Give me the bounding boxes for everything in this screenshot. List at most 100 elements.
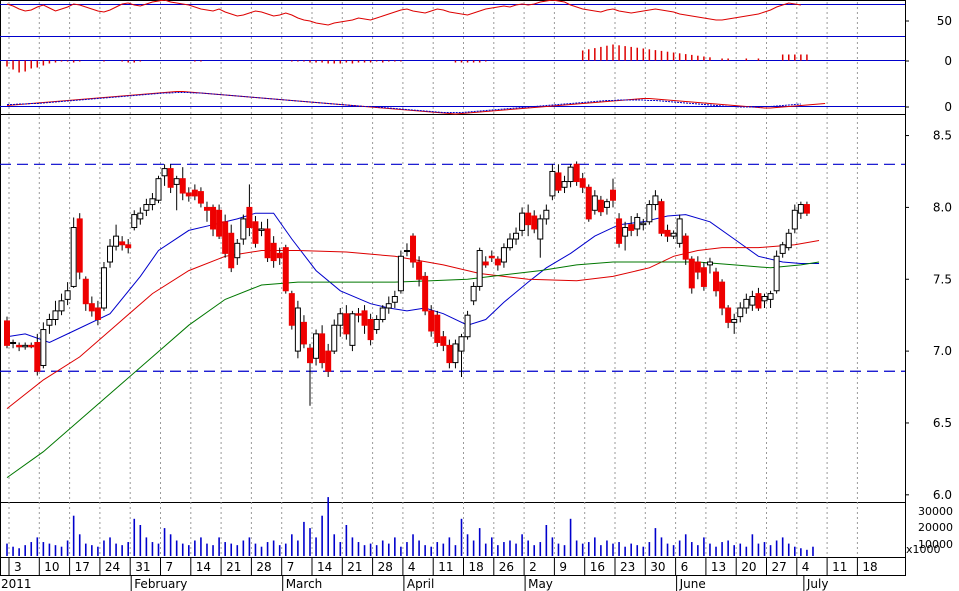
macd-tick-label: 0 — [944, 100, 952, 114]
candle-body — [149, 198, 156, 206]
candle-body — [749, 296, 756, 306]
candle-body — [40, 329, 47, 366]
day-tick-label: 11 — [832, 560, 847, 574]
macd-panel — [0, 91, 905, 115]
moving-average-line — [6, 212, 820, 344]
candle-body — [652, 195, 659, 206]
day-tick-label: 13 — [711, 560, 726, 574]
volume-tick-label: 30000 — [918, 505, 953, 518]
volume-tick-label: 20000 — [918, 521, 953, 534]
candle-body — [10, 341, 17, 344]
day-tick-label: 16 — [590, 560, 605, 574]
candle-body — [603, 201, 610, 208]
candle-body — [82, 278, 89, 305]
candle-body — [355, 313, 362, 316]
day-tick-label: 7 — [287, 560, 295, 574]
hist-tick-label: 0 — [944, 54, 952, 68]
day-tick-label: 17 — [75, 560, 90, 574]
candle-body — [258, 228, 265, 231]
candle-body — [143, 204, 150, 211]
day-tick-label: 28 — [256, 560, 271, 574]
candle-body — [767, 293, 774, 300]
price-tick-label: 6.5 — [933, 416, 952, 430]
candle-body — [610, 189, 616, 201]
day-tick-label: 18 — [862, 560, 877, 574]
candle-body — [713, 271, 720, 292]
candle-body — [803, 204, 810, 214]
candle-body — [385, 303, 392, 309]
candle-body — [270, 242, 277, 262]
candle-body — [555, 172, 562, 191]
candle-body — [773, 255, 780, 292]
candle-body — [458, 336, 465, 352]
candle-body — [313, 333, 320, 359]
day-tick-label: 14 — [317, 560, 332, 574]
candle-body — [185, 192, 192, 197]
candle-body — [300, 321, 307, 345]
candle-body — [203, 206, 210, 211]
candle-body — [228, 232, 235, 269]
candle-body — [682, 235, 689, 260]
day-tick-label: 14 — [196, 560, 211, 574]
year-label: 2011 — [1, 577, 32, 591]
candle-body — [525, 212, 532, 226]
candle-body — [416, 261, 423, 280]
candle-body — [452, 343, 459, 364]
candle-body — [585, 186, 592, 220]
day-tick-label: 24 — [105, 560, 120, 574]
candle-body — [549, 170, 556, 197]
candle-body — [379, 307, 386, 320]
candle-body — [410, 235, 417, 263]
candle-body — [222, 221, 229, 254]
candle-body — [361, 310, 368, 326]
price-tick-label: 8.0 — [933, 200, 952, 214]
candle-body — [500, 247, 507, 263]
candle-body — [4, 320, 10, 346]
day-tick-label: 27 — [772, 560, 787, 574]
candle-body — [519, 212, 526, 231]
candle-body — [34, 341, 41, 372]
candle-body — [319, 333, 326, 364]
candle-body — [252, 221, 259, 244]
day-tick-label: 30 — [650, 560, 665, 574]
candle-body — [440, 336, 447, 346]
volume-panel — [6, 497, 814, 556]
grid-lines — [8, 2, 858, 557]
candle-body — [94, 307, 101, 320]
candle-body — [294, 307, 301, 352]
day-tick-label: 11 — [438, 560, 453, 574]
candle-body — [155, 178, 162, 201]
candle-body — [64, 290, 71, 300]
month-label: July — [806, 577, 829, 591]
candle-body — [58, 300, 65, 312]
month-label: April — [407, 577, 434, 591]
day-tick-label: 23 — [620, 560, 635, 574]
candle-body — [579, 178, 586, 188]
candle-body — [513, 232, 520, 240]
candle-body — [397, 255, 404, 292]
histogram-panel — [0, 44, 905, 73]
candle-body — [506, 238, 513, 249]
candle-body — [743, 298, 750, 309]
candle-body — [670, 232, 677, 237]
candle-body — [464, 314, 471, 338]
day-tick-label: 28 — [378, 560, 393, 574]
moving-average-line — [6, 261, 820, 479]
candle-body — [470, 285, 477, 302]
candle-body — [191, 189, 198, 197]
candle-body — [531, 215, 538, 230]
candle-body — [367, 318, 374, 341]
month-label: March — [286, 577, 323, 591]
candle-body — [113, 235, 120, 247]
candle-body — [119, 241, 126, 246]
candle-body — [779, 244, 786, 254]
candle-body — [264, 228, 271, 259]
day-tick-label: 7 — [166, 560, 174, 574]
candle-body — [482, 261, 489, 266]
day-tick-label: 26 — [499, 560, 514, 574]
candle-body — [331, 324, 338, 352]
x-axis: 3 10 17 24 31 7 14 21 28 7 14 21 28 4 11 18 26 2 9 16 23 30 6 1… — [1, 557, 878, 591]
stoch-line — [6, 0, 801, 26]
price-panel — [0, 161, 905, 479]
day-tick-label: 6 — [681, 560, 689, 574]
